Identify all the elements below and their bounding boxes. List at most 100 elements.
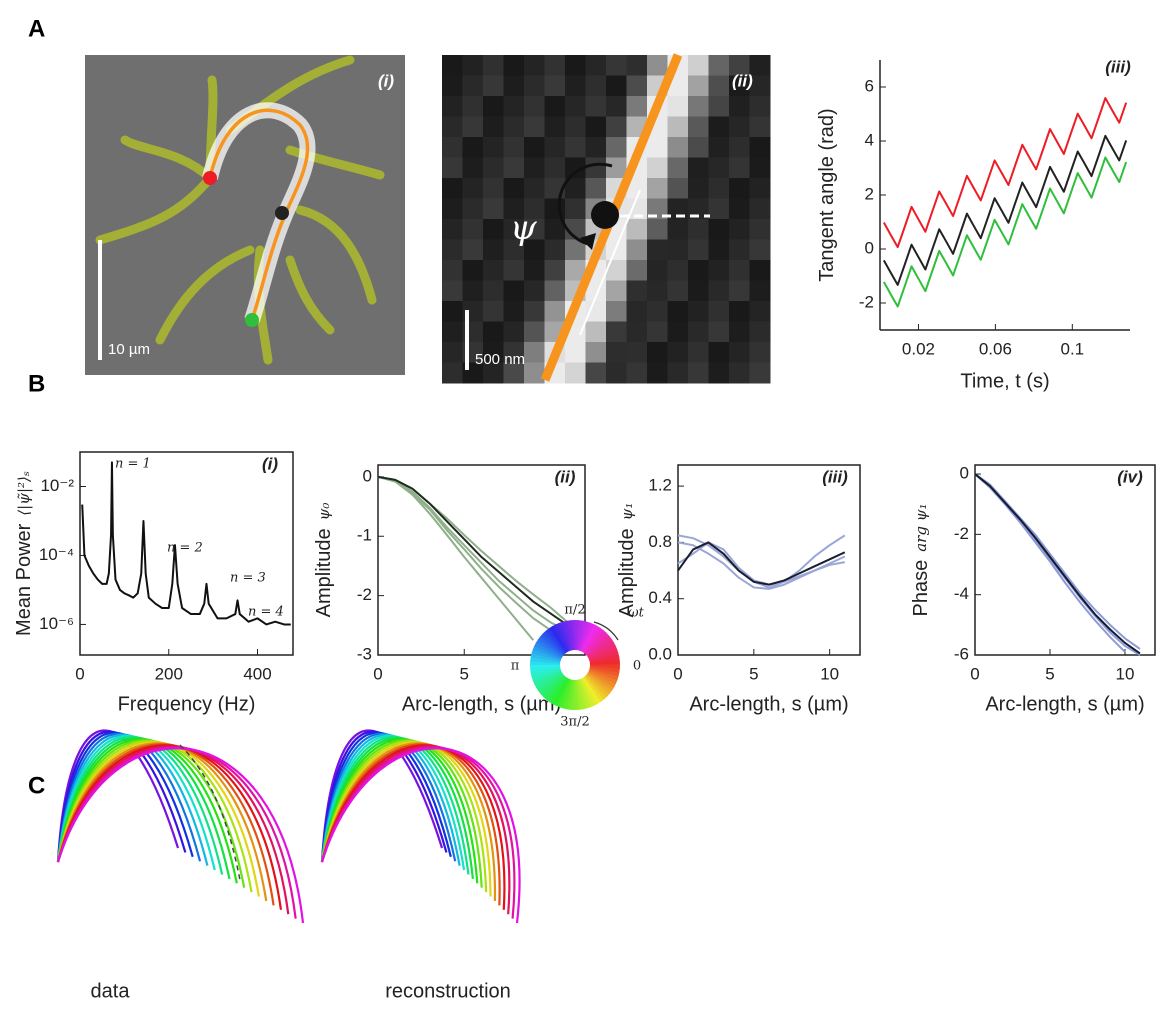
- series-line: [677, 534, 846, 589]
- series-line: [377, 475, 535, 641]
- panel-tag: (i): [262, 454, 278, 473]
- pixel: [606, 137, 627, 158]
- wheel-wedge: [584, 675, 608, 700]
- wheel-label: 0: [633, 659, 641, 674]
- pixel: [708, 239, 730, 261]
- pixel: [749, 157, 771, 179]
- y-axis-label: Amplitude ψ₁: [616, 503, 638, 618]
- wheel-wedge: [588, 669, 618, 685]
- pixel: [503, 280, 525, 302]
- pixel: [749, 137, 771, 158]
- image-background: [85, 55, 405, 375]
- pixel: [626, 178, 648, 199]
- y-tick-label: 10⁻²: [40, 476, 74, 495]
- x-tick-label: 10: [820, 664, 839, 683]
- pixel: [503, 137, 525, 158]
- pixel: [524, 321, 545, 343]
- pixel: [544, 55, 566, 76]
- pixel: [749, 116, 771, 138]
- scale-bar: [465, 310, 469, 370]
- y-axis-label: Mean Power ⟨|ψ̃|²⟩ₛ: [13, 471, 35, 636]
- panel-tag: (iii): [822, 467, 848, 486]
- pixel: [708, 75, 730, 97]
- charts: 0.02 0.06 0.1 -2 0 2 4 6 Time, t (s) Tangent angl…: [13, 57, 1156, 715]
- pixel: [749, 198, 771, 220]
- point: [591, 201, 619, 229]
- pixel: [442, 137, 463, 158]
- y-label-symbol: ⟨|ψ̃|²⟩ₛ: [15, 471, 33, 516]
- pixel: [729, 260, 750, 281]
- pixel: [483, 178, 504, 199]
- wheel-wedge: [585, 674, 610, 697]
- pixel: [749, 178, 771, 199]
- pixel: [524, 342, 545, 363]
- y-tick-label: 2: [865, 184, 874, 203]
- pixel: [462, 219, 484, 240]
- y-tick-label: -6: [954, 644, 969, 663]
- pixel: [729, 116, 750, 138]
- wheel-wedge: [586, 673, 613, 694]
- pixel: [565, 362, 586, 384]
- pixel: [544, 96, 566, 117]
- wheel-wedge: [586, 635, 612, 657]
- pixel: [708, 55, 730, 76]
- y-axis-label: Tangent angle (rad): [816, 108, 838, 281]
- panel-tag: (iv): [1117, 467, 1143, 486]
- wheel-wedge: [589, 667, 620, 677]
- wheel-wedge: [531, 649, 561, 662]
- pixel: [565, 239, 586, 261]
- x-tick-label: 0.02: [902, 339, 935, 358]
- caption: reconstruction: [385, 980, 511, 1002]
- series-line: [882, 97, 1128, 249]
- pixel: [585, 178, 607, 199]
- pixel: [503, 219, 525, 240]
- x-tick-label: 5: [460, 664, 469, 683]
- x-tick-label: 5: [1045, 664, 1054, 683]
- pixel: [667, 239, 689, 261]
- y-axis-label: Amplitude ψ₀: [313, 503, 335, 618]
- pixel: [606, 239, 627, 261]
- pixel: [606, 116, 627, 138]
- pixel: [708, 321, 730, 343]
- pixel: [749, 55, 771, 76]
- wheel-wedge: [558, 621, 572, 651]
- pixel: [544, 239, 566, 261]
- wheel-wedge: [571, 679, 576, 710]
- wheel-label: 3π/2: [560, 715, 589, 730]
- pixel: [442, 260, 463, 281]
- pixel: [483, 239, 504, 261]
- pixel: [667, 301, 689, 322]
- wheel-wedge: [548, 626, 568, 653]
- pixel: [524, 75, 545, 97]
- pixel: [647, 219, 668, 240]
- pixel: [462, 260, 484, 281]
- panel-tag: (iii): [1105, 57, 1131, 76]
- pixel: [626, 280, 648, 302]
- pixel: [667, 260, 689, 281]
- wheel-wedge: [582, 677, 602, 704]
- pixel: [524, 55, 545, 76]
- pixel: [688, 157, 709, 179]
- wheel-labels: π/2 ωt π 0 3π/2: [511, 603, 645, 730]
- wheel-wedge: [563, 679, 573, 710]
- wheel-wedge: [584, 630, 607, 655]
- pixel: [606, 321, 627, 343]
- pixel: [442, 280, 463, 302]
- pixel: [503, 75, 525, 97]
- pixel: [688, 75, 709, 97]
- pixel: [503, 157, 525, 179]
- pixel: [524, 96, 545, 117]
- pixel: [442, 239, 463, 261]
- x-tick-label: 400: [243, 664, 271, 683]
- pixel: [524, 198, 545, 220]
- series-line: [882, 156, 1128, 308]
- panel-tag: (ii): [732, 71, 753, 90]
- pixel: [565, 178, 586, 199]
- pixel: [442, 178, 463, 199]
- pixel: [708, 96, 730, 117]
- pixel: [729, 157, 750, 179]
- annotation: n = 4: [248, 605, 284, 620]
- pixel: [688, 198, 709, 220]
- pixel: [544, 301, 566, 322]
- pixel: [626, 96, 648, 117]
